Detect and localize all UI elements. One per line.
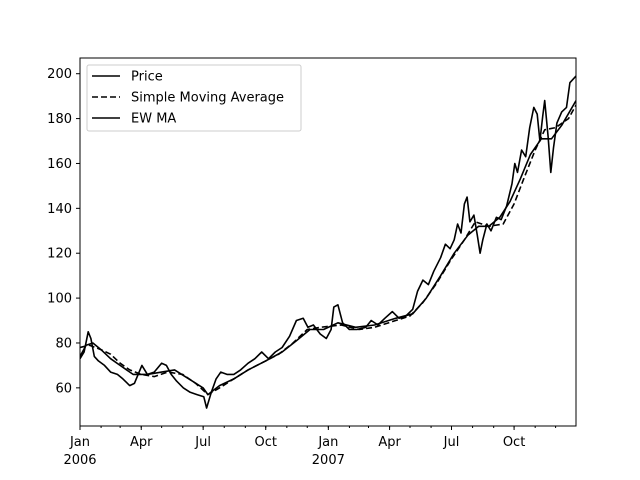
legend-label: Price [131,70,163,85]
x-tick-label: Oct [503,435,525,450]
y-tick-label: 100 [47,292,72,307]
x-tick-label: Jan [317,435,338,450]
x-tick-label: Apr [378,435,401,450]
x-tick-label: Jul [194,435,211,450]
y-tick-label: 60 [55,381,72,396]
x-tick-label: Oct [255,435,277,450]
legend-box [86,64,302,132]
x-tick-year-label: 2006 [63,453,96,468]
series-line-ew-ma [80,100,576,396]
x-tick-label: Jul [443,435,460,450]
y-tick-label: 180 [47,112,72,127]
y-tick-label: 140 [47,202,72,217]
y-tick-label: 80 [55,336,72,351]
y-tick-label: 160 [47,157,72,172]
plot-lines [80,75,576,409]
legend-label: EW MA [131,112,176,127]
y-tick-label: 120 [47,247,72,262]
x-tick-year-label: 2007 [312,453,345,468]
x-axis: Jan 2006 Apr Jul Oct Jan 2007 Apr Jul Oct [63,426,557,468]
x-tick-label: Apr [130,435,153,450]
y-axis: 60 80 100 120 140 160 180 200 [47,67,80,396]
x-tick-label: Jan [69,435,90,450]
legend: Price Simple Moving Average EW MA [86,64,302,132]
legend-label: Simple Moving Average [131,91,284,106]
y-tick-label: 200 [47,67,72,82]
